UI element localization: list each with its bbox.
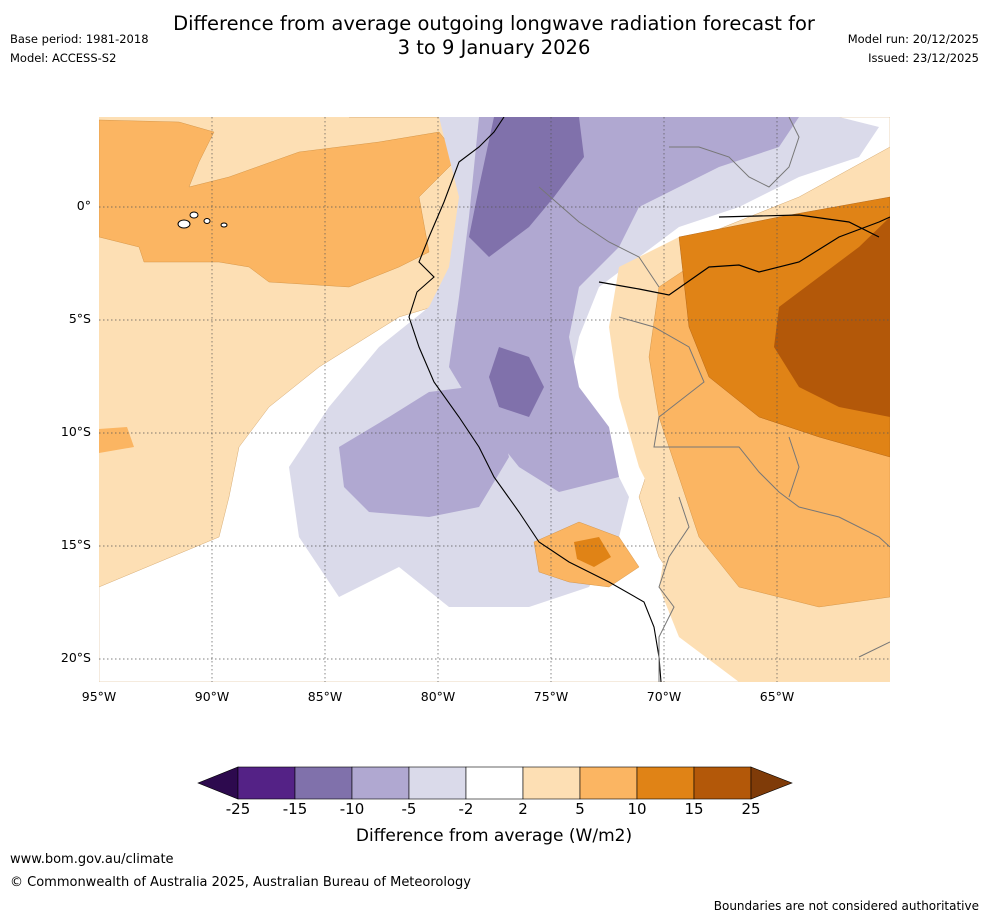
- lon-label-95w: 95°W: [81, 689, 117, 704]
- colorbar-tick: -15: [282, 800, 308, 818]
- coastline-north: [598, 214, 890, 296]
- colorbar-bin: [294, 766, 353, 800]
- colorbar-extend-high: [750, 766, 793, 800]
- issued-date: Issued: 23/12/2025: [868, 51, 979, 65]
- field-5-10-w: [99, 427, 134, 453]
- website-link[interactable]: www.bom.gov.au/climate: [10, 852, 174, 867]
- chart-title: Difference from average outgoing longwav…: [173, 12, 815, 59]
- lat-label-20s: 20°S: [60, 650, 91, 665]
- colorbar-tick: 25: [741, 800, 761, 818]
- lat-label-5s: 5°S: [68, 311, 91, 326]
- disclaimer: Boundaries are not considered authoritat…: [713, 899, 979, 913]
- field-15-25: [774, 217, 890, 417]
- colorbar-bin: [693, 766, 752, 800]
- model-name: Model: ACCESS-S2: [10, 51, 117, 65]
- colorbar-tick: -5: [401, 800, 417, 818]
- copyright: © Commonwealth of Australia 2025, Austra…: [10, 875, 471, 890]
- colorbar-bin: [408, 766, 467, 800]
- colorbar-title: Difference from average (W/m2): [355, 826, 633, 846]
- coastline-south-america: [408, 117, 662, 682]
- lon-label-70w: 70°W: [646, 689, 682, 704]
- colorbar-bin: [237, 766, 296, 800]
- colorbar-tick: 5: [575, 800, 585, 818]
- colorbar: [197, 766, 793, 800]
- lon-label-90w: 90°W: [194, 689, 230, 704]
- field-5-10-nw: [99, 119, 460, 288]
- colorbar-bin: [636, 766, 695, 800]
- lon-label-80w: 80°W: [420, 689, 456, 704]
- meta-right: Model run: 20/12/2025 Issued: 23/12/2025: [848, 30, 979, 68]
- lon-label-85w: 85°W: [307, 689, 343, 704]
- field-minus-10-15-s: [489, 347, 544, 417]
- colorbar-extend-low: [197, 766, 239, 800]
- galapagos-islands: [177, 211, 228, 229]
- field-minus-10-15-n: [469, 117, 584, 257]
- field-minus-5-10-sw: [339, 387, 509, 517]
- colorbar-bin: [351, 766, 410, 800]
- meta-left: Base period: 1981-2018 Model: ACCESS-S2: [10, 30, 149, 68]
- colorbar-bin: [579, 766, 638, 800]
- colorbar-bin: [522, 766, 581, 800]
- lat-label-0: 0°: [76, 198, 91, 213]
- colorbar-tick: -25: [225, 800, 251, 818]
- colorbar-tick: -10: [339, 800, 365, 818]
- lon-label-65w: 65°W: [759, 689, 795, 704]
- lon-label-75w: 75°W: [533, 689, 569, 704]
- field-10-15-peru: [574, 537, 611, 567]
- lat-label-15s: 15°S: [60, 537, 91, 552]
- colorbar-tick: -2: [458, 800, 474, 818]
- country-borders: [538, 117, 890, 682]
- base-period: Base period: 1981-2018: [10, 32, 149, 46]
- colorbar-bin: [465, 766, 524, 800]
- colorbar-tick: 10: [627, 800, 647, 818]
- colorbar-tick: 15: [684, 800, 704, 818]
- colorbar-tick: 2: [518, 800, 528, 818]
- model-run: Model run: 20/12/2025: [847, 32, 979, 46]
- anomaly-map: [99, 117, 890, 682]
- lat-label-10s: 10°S: [60, 424, 91, 439]
